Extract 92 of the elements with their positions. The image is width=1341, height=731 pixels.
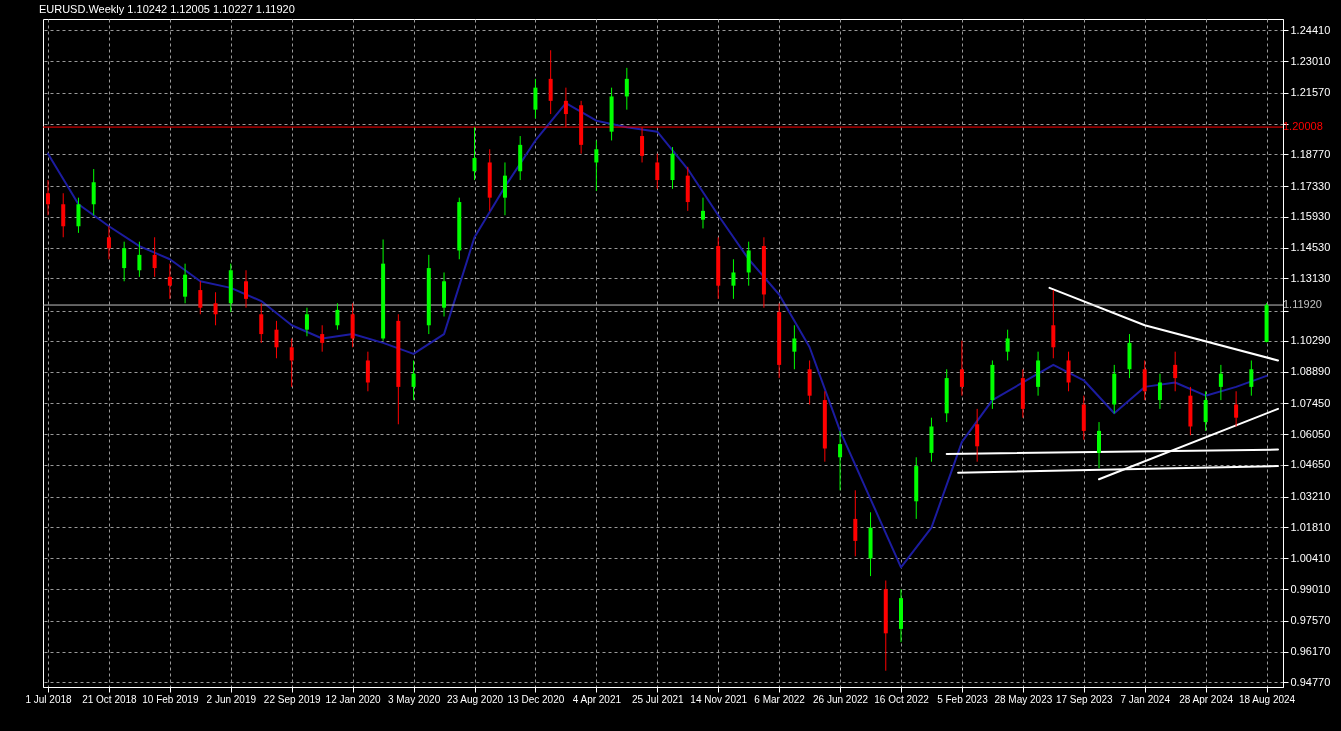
y-tick-label: 1.18770: [1290, 147, 1331, 160]
candlestick: [198, 280, 203, 315]
line-series: [47, 102, 1268, 569]
candlestick: [122, 241, 127, 282]
y-tick-label: 1.13130: [1290, 271, 1331, 284]
candlestick: [289, 337, 294, 388]
y-tick-label: 1.04650: [1290, 458, 1331, 471]
candlestick: [1157, 373, 1162, 410]
x-tick-label: 2 Jun 2019: [206, 693, 257, 705]
candlestick: [1066, 351, 1071, 392]
x-tick-label: 12 Jan 2020: [325, 693, 382, 705]
x-tick-label: 28 Apr 2024: [1179, 693, 1234, 705]
y-tick-label: 1.08890: [1290, 365, 1331, 378]
candlestick: [61, 192, 66, 238]
x-tick-label: 13 Dec 2020: [507, 693, 565, 705]
x-tick-label: 18 Aug 2024: [1238, 693, 1296, 705]
candlestick: [959, 340, 964, 397]
candlestick: [502, 161, 507, 216]
y-tick-label: 1.01810: [1290, 520, 1331, 533]
candlestick: [1249, 359, 1254, 397]
candlestick: [624, 67, 629, 111]
candlestick: [335, 302, 340, 331]
y-tick-label: 1.15930: [1290, 210, 1331, 223]
x-tick-label: 5 Feb 2023: [937, 693, 989, 705]
candlestick: [700, 197, 705, 229]
candlestick: [137, 241, 142, 278]
candlestick: [274, 320, 279, 359]
candlestick: [838, 430, 843, 491]
candlestick: [472, 126, 477, 181]
x-tick-label: 23 Aug 2020: [446, 693, 504, 705]
candlestick: [244, 269, 249, 309]
x-tick-label: 28 May 2023: [994, 693, 1053, 705]
y-tick-label: 1.21570: [1290, 86, 1331, 99]
candlestick: [152, 236, 157, 278]
chart-title: EURUSD.Weekly 1.10242 1.12005 1.10227 1.11920: [38, 3, 295, 15]
candlestick: [533, 78, 538, 119]
candlestick: [1005, 329, 1010, 361]
x-tick-label: 4 Apr 2021: [572, 693, 622, 705]
x-tick-label: 3 May 2020: [387, 693, 441, 705]
x-tick-label: 14 Nov 2021: [690, 693, 748, 705]
y-tick-label: 0.96170: [1290, 645, 1331, 658]
x-tick-label: 1 Jul 2018: [25, 693, 73, 705]
y-tick-label: 1.03210: [1290, 490, 1331, 503]
y-tick-label: 0.99010: [1290, 582, 1331, 595]
x-tick-label: 7 Jan 2024: [1120, 693, 1171, 705]
x-tick-label: 10 Feb 2019: [142, 693, 199, 705]
x-tick-label: 16 Oct 2022: [874, 693, 930, 705]
candlestick: [304, 307, 309, 337]
candlestick: [1234, 390, 1239, 427]
y-tick-label: 1.07450: [1290, 396, 1331, 409]
candlestick: [731, 258, 736, 300]
y-tick-label: 1.23010: [1290, 54, 1331, 67]
y-tick-label: 1.24410: [1290, 23, 1331, 36]
candlestick: [365, 351, 370, 392]
y-tick-label: 0.94770: [1290, 675, 1331, 688]
candlestick: [594, 139, 599, 192]
candlestick: [1173, 351, 1178, 392]
x-tick-label: 25 Jul 2021: [631, 693, 685, 705]
candlestick: [320, 324, 325, 353]
ref-line-label: 1.11920: [1283, 298, 1322, 311]
candlestick: [1218, 364, 1223, 401]
y-tick-label: 1.10290: [1290, 334, 1331, 347]
y-tick-label: 1.00410: [1290, 551, 1331, 564]
candlestick: [1142, 359, 1147, 401]
candlestick: [213, 291, 218, 326]
y-tick-label: 1.14530: [1290, 241, 1331, 254]
candlestick: [91, 168, 96, 216]
candlestick: [548, 49, 553, 115]
candlestick: [411, 359, 416, 401]
x-tick-label: 22 Sep 2019: [263, 693, 322, 705]
x-tick-label: 26 Jun 2022: [813, 693, 869, 705]
x-tick-label: 17 Sep 2023: [1055, 693, 1114, 705]
candlestick: [792, 324, 797, 370]
candlestick: [76, 197, 81, 234]
candlestick: [259, 302, 264, 344]
candlestick: [183, 263, 188, 304]
ref-line-label: 1.20008: [1283, 120, 1323, 133]
candlestick: [655, 153, 660, 190]
candlestick: [1203, 390, 1208, 432]
y-tick-label: 1.06050: [1290, 427, 1331, 440]
candlestick: [1051, 289, 1056, 359]
candlestick: [106, 225, 111, 260]
candlestick: [46, 179, 50, 216]
candlestick: [746, 241, 751, 287]
y-tick-label: 0.97570: [1290, 614, 1331, 627]
candlestick: [1097, 421, 1102, 469]
y-tick-label: 1.17330: [1290, 179, 1331, 192]
candlestick: [853, 489, 858, 557]
x-tick-label: 6 Mar 2022: [754, 693, 806, 705]
candlestick: [167, 263, 172, 300]
candlestick: [975, 408, 980, 463]
x-tick-label: 21 Oct 2018: [82, 693, 138, 705]
